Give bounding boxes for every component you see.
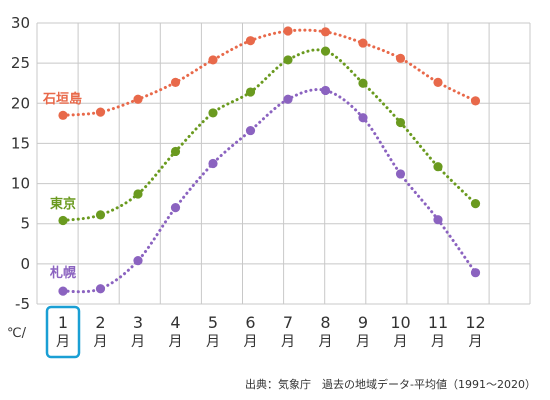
x-tick-unit: 月 bbox=[431, 334, 445, 350]
y-tick-label: 10 bbox=[11, 175, 30, 193]
data-point bbox=[208, 158, 218, 169]
x-tick-unit: 月 bbox=[56, 334, 70, 350]
x-tick-unit: 月 bbox=[244, 334, 258, 350]
series-line bbox=[61, 28, 477, 117]
x-tick-number: 7 bbox=[283, 313, 293, 332]
data-point bbox=[133, 94, 143, 104]
y-tick-label: 25 bbox=[11, 54, 30, 72]
data-point bbox=[95, 210, 106, 220]
x-tick-unit: 月 bbox=[206, 334, 220, 350]
x-axis: 1 月 2 月 3 月 4 月 5 月 6 月 7 月 8 月 9 月 10 月 11 月 12 月 bbox=[56, 313, 486, 350]
data-point bbox=[170, 77, 181, 88]
data-point bbox=[433, 162, 443, 172]
y-tick-label: 15 bbox=[11, 134, 30, 152]
x-tick-number: 2 bbox=[95, 313, 105, 332]
data-point bbox=[58, 286, 68, 296]
highlighted-month-box bbox=[45, 305, 81, 359]
y-tick-label: 30 bbox=[11, 14, 30, 32]
series-3: 札幌 bbox=[49, 85, 481, 296]
data-point bbox=[208, 55, 218, 65]
x-tick-number: 9 bbox=[358, 313, 368, 332]
data-point bbox=[133, 256, 143, 266]
x-tick-number: 12 bbox=[465, 313, 485, 332]
y-tick-label: 0 bbox=[20, 255, 30, 273]
x-tick-number: 8 bbox=[320, 313, 330, 332]
data-point bbox=[95, 284, 106, 294]
x-tick-number: 4 bbox=[170, 313, 180, 332]
data-point bbox=[133, 189, 143, 199]
data-point bbox=[470, 268, 481, 278]
data-point bbox=[358, 78, 368, 88]
data-point bbox=[58, 215, 68, 226]
data-point bbox=[170, 203, 181, 213]
y-tick-label: 5 bbox=[20, 215, 30, 233]
x-tick-unit: 月 bbox=[131, 334, 145, 350]
series-2: 東京 bbox=[50, 46, 481, 226]
data-point bbox=[58, 110, 68, 120]
data-point bbox=[245, 125, 256, 136]
data-point bbox=[395, 117, 406, 128]
data-point bbox=[283, 26, 293, 36]
data-point bbox=[433, 77, 443, 88]
data-point bbox=[470, 199, 481, 209]
x-tick-unit: 月 bbox=[469, 334, 483, 350]
series-1: 石垣島 bbox=[42, 26, 481, 120]
series-line bbox=[61, 48, 477, 223]
data-point bbox=[433, 215, 443, 225]
series-label: 札幌 bbox=[49, 265, 76, 281]
x-tick-unit: 月 bbox=[94, 334, 108, 350]
x-tick-number: 3 bbox=[133, 313, 143, 332]
data-point bbox=[208, 108, 218, 118]
data-point bbox=[245, 36, 256, 46]
x-tick-number: 6 bbox=[245, 313, 255, 332]
x-tick-number: 5 bbox=[208, 313, 218, 332]
data-point bbox=[395, 169, 406, 179]
y-unit-label: ℃/ bbox=[7, 326, 27, 341]
data-point bbox=[170, 146, 181, 157]
series-line bbox=[61, 88, 477, 294]
series-label: 石垣島 bbox=[42, 91, 82, 107]
x-tick-number: 11 bbox=[428, 313, 448, 332]
data-point bbox=[470, 96, 481, 106]
data-point bbox=[358, 38, 368, 48]
y-tick-label: -5 bbox=[15, 295, 30, 313]
gridlines bbox=[36, 22, 531, 305]
data-point bbox=[245, 87, 256, 97]
x-tick-number: 10 bbox=[390, 313, 410, 332]
y-axis: -5 0 5 10 15 20 25 30 bbox=[11, 14, 30, 313]
data-point bbox=[320, 85, 331, 96]
x-tick-unit: 月 bbox=[394, 334, 408, 350]
x-tick-unit: 月 bbox=[356, 334, 370, 350]
y-tick-label: 20 bbox=[11, 94, 30, 112]
data-point bbox=[320, 46, 331, 56]
data-point bbox=[320, 27, 331, 37]
x-tick-unit: 月 bbox=[169, 334, 183, 350]
data-point bbox=[283, 94, 293, 104]
source-note: 出典：気象庁 過去の地域データ-平均値（1991～2020） bbox=[245, 378, 536, 391]
series-label: 東京 bbox=[50, 196, 76, 212]
x-tick-unit: 月 bbox=[319, 334, 333, 350]
data-point bbox=[395, 53, 406, 63]
data-point bbox=[358, 113, 368, 123]
x-tick-number: 1 bbox=[58, 313, 68, 332]
x-tick-unit: 月 bbox=[281, 334, 295, 350]
data-point bbox=[95, 107, 106, 117]
data-point bbox=[283, 55, 293, 65]
